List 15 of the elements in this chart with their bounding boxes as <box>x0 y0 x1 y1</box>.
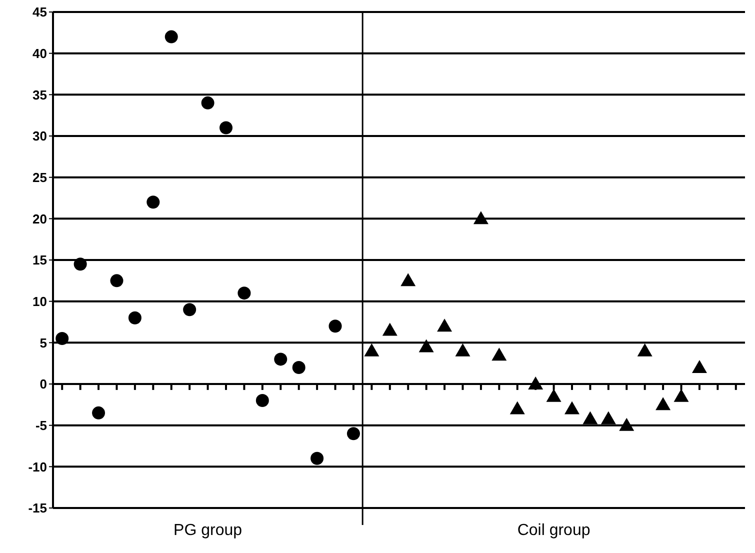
y-tick-label: 5 <box>40 335 47 350</box>
y-tick-label: 45 <box>32 4 47 20</box>
text: PG group <box>172 522 244 540</box>
y-tick-label: 10 <box>32 294 47 309</box>
y-tick-label: 15 <box>32 252 47 268</box>
y-tick-label: 40 <box>32 46 47 61</box>
y-tick-label: 25 <box>32 170 47 185</box>
y-tick-label: -5 <box>35 418 47 433</box>
text: Coil group <box>516 522 592 540</box>
y-tick-label: 20 <box>32 211 47 226</box>
y-tick-label: -15 <box>28 500 47 516</box>
y-tick-label: -10 <box>28 459 47 474</box>
y-tick-label: 30 <box>32 128 47 144</box>
y-tick-label: 35 <box>32 87 47 102</box>
y-tick-label: 0 <box>40 376 47 392</box>
